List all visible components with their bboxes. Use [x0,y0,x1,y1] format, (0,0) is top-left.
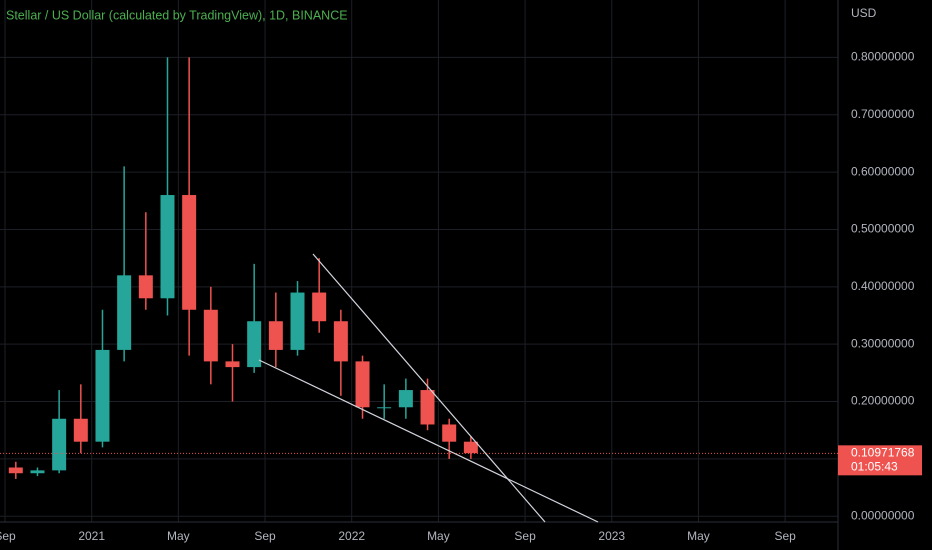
y-tick-label: 0.40000000 [851,279,915,293]
y-tick-label: 0.70000000 [851,107,915,121]
x-tick-label: May [427,529,450,543]
candle-body [247,321,262,368]
x-tick-label: Sep [774,529,796,543]
candle-body [463,441,478,454]
price-tag [838,445,922,476]
x-tick-label: 2023 [598,529,625,543]
candle-body [420,390,435,425]
candle-body [398,390,413,408]
x-tick-label: May [687,529,710,543]
chart-title: Stellar / US Dollar (calculated by Tradi… [6,8,348,22]
candle-body [355,361,370,408]
x-tick-label: May [167,529,190,543]
x-tick-label: Sep [514,529,536,543]
candle-body [268,321,283,350]
trend-line [312,253,546,523]
y-tick-label: 0.20000000 [851,394,915,408]
price-tag-value: 0.10971768 [851,445,915,459]
candle-body [138,275,153,299]
x-tick-label: Sep [0,529,16,543]
candle-body [182,195,197,310]
candles [8,57,478,479]
candle-body [290,292,305,350]
axis-unit: USD [851,6,877,20]
candle-body [377,407,392,409]
candle-body [442,424,457,442]
candle-body [30,470,45,474]
y-tick-label: 0.50000000 [851,222,915,236]
y-tick-label: 0.60000000 [851,164,915,178]
candle-body [160,195,175,299]
x-tick-label: 2021 [78,529,105,543]
x-tick-label: Sep [254,529,276,543]
candle-body [312,292,327,322]
candle-body [8,467,23,474]
x-tick-label: 2022 [338,529,365,543]
y-tick-label: 0.00000000 [851,508,915,522]
candle-body [95,349,110,442]
y-tick-label: 0.30000000 [851,336,915,350]
candle-body [73,418,88,442]
y-tick-label: 0.80000000 [851,50,915,64]
candle-body [117,275,132,350]
candle-body [225,361,240,368]
price-tag-countdown: 01:05:43 [851,459,898,473]
candle-body [52,418,67,471]
grid [0,0,838,522]
candle-body [333,321,348,362]
trend-line [258,359,599,523]
candle-body [203,309,218,362]
